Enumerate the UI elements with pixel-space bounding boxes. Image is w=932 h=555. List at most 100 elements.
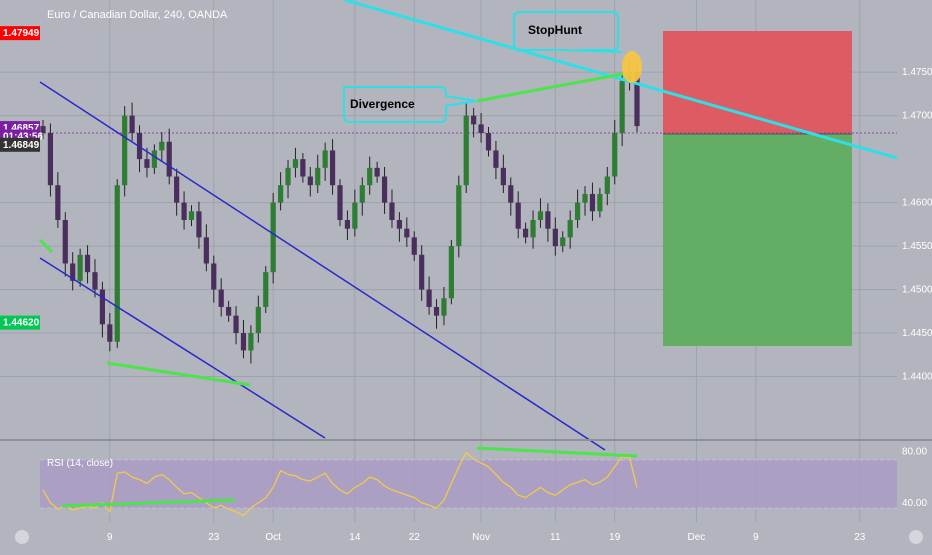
candle-body	[270, 202, 276, 273]
candle-body	[107, 324, 113, 342]
price-marker-label: 1.46849	[3, 140, 40, 151]
rsi-label: RSI (14, close)	[47, 458, 113, 469]
time-tick-label: Oct	[265, 532, 281, 543]
candle-body	[92, 272, 98, 290]
candle-body	[441, 298, 447, 316]
left-edge-green-line	[38, 238, 54, 254]
candle-body	[40, 126, 46, 134]
price-marker-bg	[0, 315, 40, 330]
candle-body	[471, 115, 477, 125]
candle-body	[552, 228, 558, 247]
price-tick-label: 1.44000	[902, 372, 932, 383]
candle-body	[575, 202, 581, 220]
candle-body	[352, 202, 358, 229]
take-profit-zone[interactable]	[663, 134, 852, 346]
candle-body	[634, 72, 640, 127]
candle-body	[359, 185, 365, 203]
time-axis-labels: 9 23 Oct 14 22 Nov 11 19 Dec 9 23	[107, 532, 866, 543]
candle-body	[567, 220, 573, 238]
price-low-line[interactable]	[106, 361, 251, 387]
time-tick-label: 19	[609, 532, 621, 543]
price-marker-label: 01:43:56	[3, 132, 43, 143]
candle-body	[196, 211, 202, 238]
channel-upper-line[interactable]	[39, 81, 606, 451]
candle-body	[285, 167, 291, 186]
resistance-trendline[interactable]	[344, 0, 898, 160]
chart-title: Euro / Canadian Dollar, 240, OANDA	[47, 9, 228, 21]
candle-body	[500, 167, 506, 186]
price-axis[interactable]	[897, 0, 932, 550]
price-tick-label: 1.46000	[902, 198, 932, 209]
stophunt-marker[interactable]	[622, 51, 642, 83]
settings-button[interactable]	[909, 530, 923, 544]
candles	[40, 60, 640, 364]
candle-body	[493, 150, 499, 168]
candle-body	[619, 80, 625, 134]
candle-body	[381, 176, 388, 203]
candle-body	[367, 167, 373, 186]
time-tick-label: 9	[753, 532, 759, 543]
candle-body	[433, 306, 440, 316]
candle-body	[99, 289, 105, 325]
candle-body	[337, 185, 343, 220]
price-marker-bg	[0, 137, 40, 152]
price-tick-label: 1.47000	[902, 111, 932, 122]
candle-body	[404, 228, 410, 238]
rsi-axis-labels: 80.00 40.00	[902, 446, 927, 508]
candle-body	[419, 254, 425, 290]
divergence-label: Divergence	[350, 97, 415, 111]
price-tick-label: 1.45500	[902, 241, 932, 252]
candle-body	[389, 202, 395, 220]
price-tick-label: 1.45000	[902, 285, 932, 296]
price-marker-label: 1.46857	[3, 123, 40, 134]
candle-body	[174, 176, 180, 203]
price-marker-label: 1.44620	[3, 318, 40, 329]
candle-body	[300, 159, 306, 177]
candle-body	[322, 150, 328, 168]
rsi-tick-label: 80.00	[902, 446, 927, 457]
rsi-line[interactable]	[42, 451, 638, 517]
time-tick-label: 14	[349, 532, 361, 543]
candle-body	[523, 228, 529, 238]
price-tick-label: 1.47500	[902, 67, 932, 78]
candle-body	[62, 220, 68, 264]
candle-body	[537, 211, 544, 220]
channel-lower-line[interactable]	[39, 257, 326, 439]
rsi-low-divergence-line[interactable]	[61, 498, 236, 508]
candle-body	[307, 176, 313, 186]
candle-body	[508, 185, 514, 203]
price-axis-labels: 1.47500 1.47000 1.46000 1.45500 1.45000 1.445…	[902, 67, 932, 382]
candle-body	[344, 220, 351, 229]
rsi-band	[40, 460, 897, 508]
candle-body	[188, 211, 195, 220]
candle-body	[263, 272, 269, 307]
rsi-high-divergence-line[interactable]	[476, 446, 638, 458]
scroll-left-button[interactable]	[15, 530, 29, 544]
candle-body	[166, 141, 172, 177]
candle-body	[515, 202, 521, 229]
time-tick-label: 23	[854, 532, 866, 543]
stophunt-callout[interactable]: StopHunt	[513, 11, 623, 53]
candle-body	[292, 159, 299, 168]
candle-body	[448, 246, 454, 299]
candle-body	[233, 315, 239, 334]
price-marker-bg	[0, 26, 40, 41]
candle-body	[159, 141, 165, 151]
divergence-callout[interactable]: Divergence	[343, 86, 477, 123]
candle-body	[240, 333, 247, 351]
candle-body	[218, 289, 224, 307]
candle-body	[211, 263, 217, 290]
candle-body	[248, 333, 254, 351]
candle-body	[463, 115, 469, 186]
candle-body	[478, 124, 484, 134]
price-high-line[interactable]	[476, 71, 629, 103]
candle-body	[582, 193, 588, 203]
candle-body	[122, 115, 128, 186]
candle-body	[226, 306, 232, 316]
candle-body	[181, 202, 187, 220]
candle-body	[84, 254, 91, 273]
time-tick-label: Dec	[688, 532, 706, 543]
